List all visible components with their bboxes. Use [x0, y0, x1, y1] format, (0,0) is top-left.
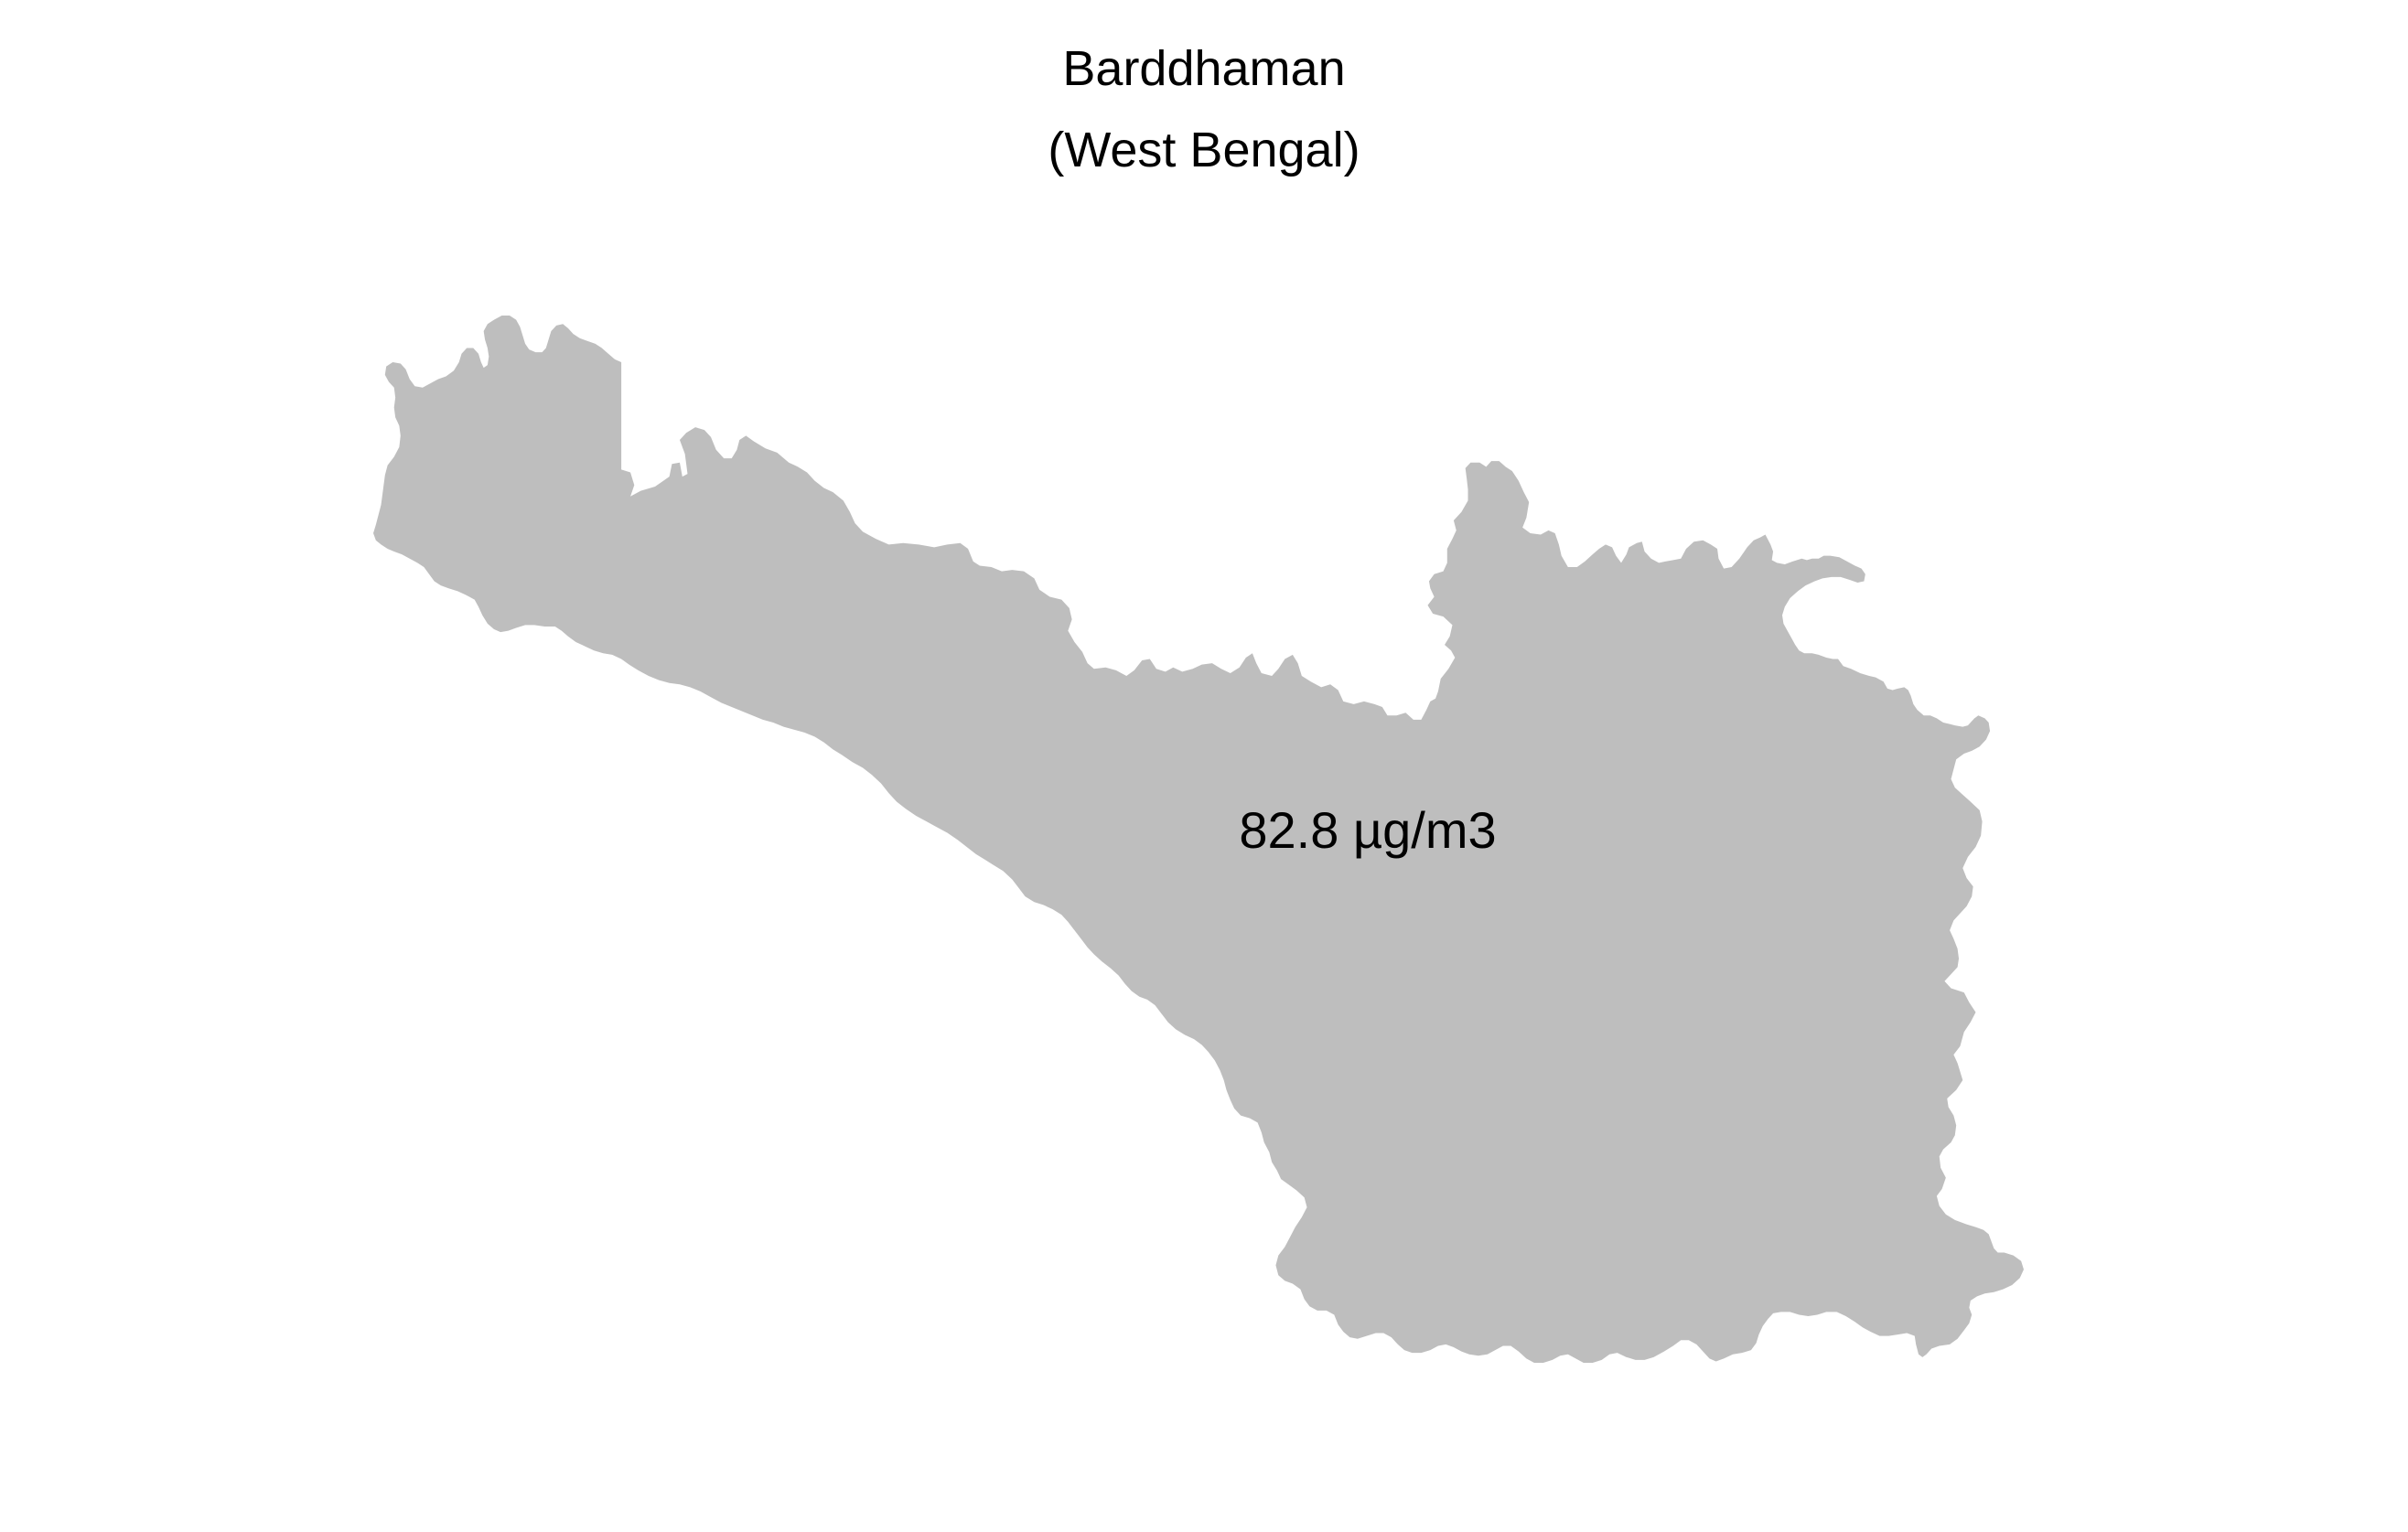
map-subtitle: (West Bengal)	[1048, 123, 1360, 177]
district-value-label: 82.8 µg/m3	[1239, 801, 1497, 859]
district-shape-barddhaman	[373, 316, 2024, 1363]
map-title: Barddhaman	[1062, 41, 1346, 96]
